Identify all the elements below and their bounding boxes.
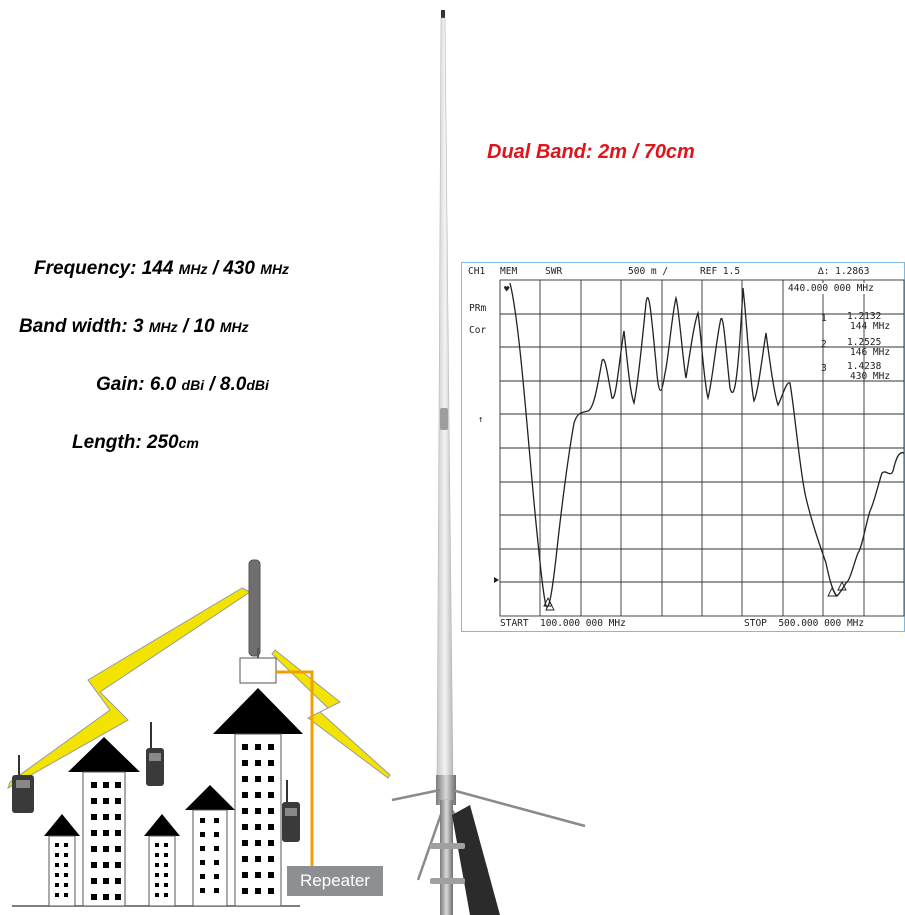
band-title: Dual Band: 2m / 70cm xyxy=(487,141,695,163)
lightning-icon xyxy=(271,649,391,779)
ref-level-icon xyxy=(494,577,499,583)
analyzer-marker-value: ∆: 1.2863 xyxy=(818,266,870,277)
radio-icon xyxy=(12,755,34,813)
antenna-whip xyxy=(436,10,454,781)
antenna-base xyxy=(391,775,586,915)
marker-2-num: 2 xyxy=(821,339,827,350)
repeater-label: Repeater xyxy=(287,866,383,896)
building-icon xyxy=(68,737,140,907)
marker-2-icon xyxy=(545,600,555,611)
analyzer-ref: REF 1.5 xyxy=(700,266,741,277)
radio-icon xyxy=(146,722,164,786)
analyzer-start: START 100.000 000 MHz xyxy=(500,618,626,629)
marker-3-num: 3 xyxy=(821,363,827,374)
building-icon xyxy=(185,785,235,907)
analyzer-cor: Cor xyxy=(469,325,487,336)
building-icon xyxy=(144,814,180,907)
marker-start-icon: ♥ xyxy=(504,285,510,295)
antenna-icon xyxy=(239,559,277,684)
swr-trace xyxy=(509,282,905,608)
swr-analyzer-screen: CH1 MEM SWR 500 m / REF 1.5 ∆: 1.2863 PR… xyxy=(461,262,905,632)
analyzer-channel: CH1 xyxy=(468,266,486,277)
swr-plot: ↑ ♥ xyxy=(478,279,905,617)
marker-2-freq: 146 MHz xyxy=(850,347,891,358)
analyzer-scale: 500 m / xyxy=(628,266,669,277)
marker-2-value: 1.2525 xyxy=(847,337,882,348)
marker-1-freq: 144 MHz xyxy=(850,321,891,332)
marker-4-icon xyxy=(837,580,847,591)
building-icon xyxy=(44,814,80,907)
spec-frequency: Frequency: 144 MHz / 430 MHz xyxy=(34,258,290,279)
analyzer-prm: PRm xyxy=(469,303,487,314)
repeater-scene xyxy=(7,559,391,907)
analyzer-mode: SWR xyxy=(545,266,563,277)
ref-tick-icon: ↑ xyxy=(478,415,483,425)
spec-length: Length: 250cm xyxy=(72,432,199,453)
marker-1-num: 1 xyxy=(821,313,827,324)
analyzer-mem: MEM xyxy=(500,266,518,277)
swr-grid xyxy=(499,279,905,617)
spec-gain: Gain: 6.0 dBi / 8.0dBi xyxy=(96,374,269,395)
analyzer-marker-freq: 440.000 000 MHz xyxy=(788,283,874,294)
spec-bandwidth: Band width: 3 MHz / 10 MHz xyxy=(19,316,249,337)
marker-1-value: 1.2132 xyxy=(847,311,882,322)
lightning-icon xyxy=(7,587,251,790)
radio-icon xyxy=(282,780,300,842)
building-icon xyxy=(213,688,303,907)
analyzer-stop: STOP 500.000 000 MHz xyxy=(744,618,865,629)
feedline xyxy=(276,670,314,866)
marker-3-icon xyxy=(827,586,837,597)
marker-3-freq: 430 MHz xyxy=(850,371,891,382)
marker-3-value: 1.4238 xyxy=(847,361,882,372)
